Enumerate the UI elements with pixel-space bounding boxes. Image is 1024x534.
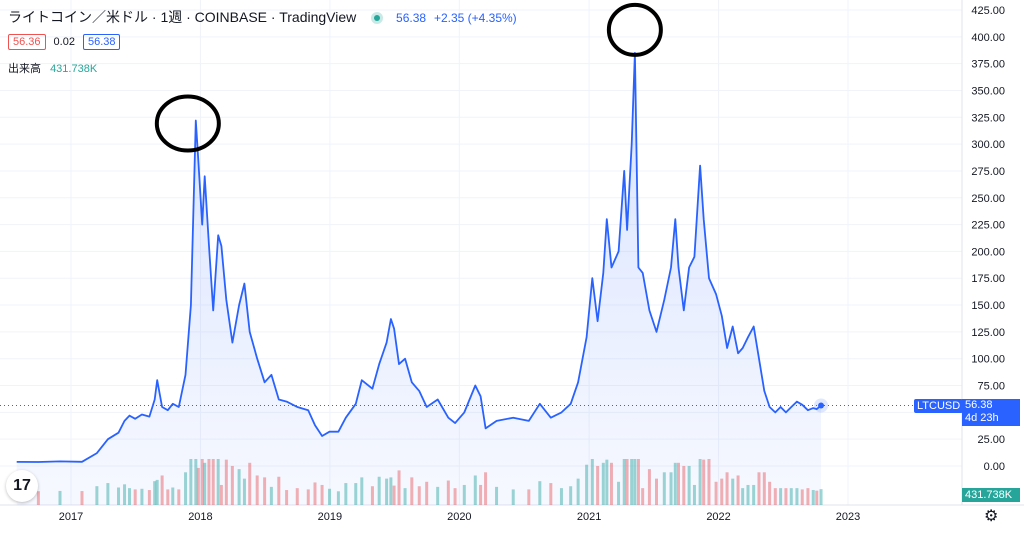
y-tick-label: 325.00 [971, 112, 1005, 124]
y-tick-label: 25.00 [977, 434, 1005, 446]
price-line [16, 52, 822, 463]
volume-legend: 出来高 431.738K [8, 60, 97, 76]
annotation-circle [606, 2, 663, 57]
y-tick-label: 250.00 [971, 193, 1005, 205]
bid-price[interactable]: 56.36 [8, 34, 46, 50]
live-dot-icon [374, 14, 381, 21]
x-tick-label: 2021 [577, 511, 601, 523]
time-axis: 2017 2018 2019 2020 2021 2022 2023 [59, 511, 860, 523]
volume-value: 431.738K [50, 63, 98, 75]
annotation-circle [154, 94, 221, 153]
quote-row: 56.36 0.02 56.38 [8, 34, 121, 50]
volume-bar [819, 489, 823, 505]
y-tick-label: 350.00 [971, 85, 1005, 97]
y-tick-label: 275.00 [971, 166, 1005, 178]
price-axis-value: 56.38 [965, 399, 993, 411]
gear-icon[interactable]: ⚙ [984, 508, 999, 525]
bar-countdown: 4d 23h [965, 412, 999, 424]
price-area [0, 52, 962, 506]
y-tick-label: 425.00 [971, 5, 1005, 17]
x-tick-label: 2017 [59, 511, 83, 523]
y-tick-label: 125.00 [971, 327, 1005, 339]
x-tick-label: 2019 [318, 511, 342, 523]
x-tick-label: 2022 [706, 511, 730, 523]
price-change: +2.35 (+4.35%) [433, 11, 517, 25]
last-price: 56.38 [396, 11, 427, 25]
x-tick-label: 2020 [447, 511, 471, 523]
price-area-fill [16, 52, 821, 506]
last-point-marker [818, 402, 825, 409]
ask-price[interactable]: 56.38 [82, 34, 121, 50]
symbol-title[interactable]: ライトコイン／米ドル · 1週 · COINBASE · TradingView [8, 9, 357, 25]
x-tick-label: 2018 [188, 511, 212, 523]
y-tick-label: 75.00 [977, 381, 1005, 393]
spread-value: 0.02 [53, 36, 75, 48]
y-tick-label: 400.00 [971, 32, 1005, 44]
y-tick-label: 100.00 [971, 354, 1005, 366]
legend-header: ライトコイン／米ドル · 1週 · COINBASE · TradingView… [8, 7, 517, 27]
symbol-price-label: LTCUSD [914, 399, 964, 413]
y-tick-label: 375.00 [971, 59, 1005, 71]
volume-label: 出来高 [8, 63, 41, 75]
y-tick-label: 175.00 [971, 273, 1005, 285]
annotations [154, 2, 663, 153]
y-tick-label: 200.00 [971, 246, 1005, 258]
price-axis-label: 56.38 4d 23h [962, 399, 1020, 426]
y-tick-label: 225.00 [971, 220, 1005, 232]
x-tick-label: 2023 [836, 511, 860, 523]
y-tick-label: 150.00 [971, 300, 1005, 312]
y-tick-label: 0.00 [984, 461, 1005, 473]
volume-axis-label: 431.738K [962, 488, 1020, 502]
y-tick-label: 300.00 [971, 139, 1005, 151]
tradingview-logo-icon[interactable]: 17 [6, 470, 38, 502]
